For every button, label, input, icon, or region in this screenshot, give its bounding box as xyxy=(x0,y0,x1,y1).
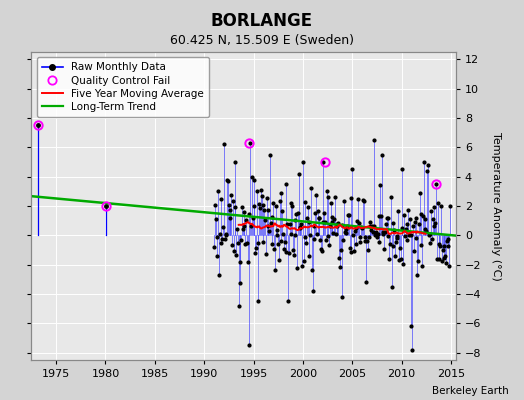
Text: Berkeley Earth: Berkeley Earth xyxy=(432,386,508,396)
Y-axis label: Temperature Anomaly (°C): Temperature Anomaly (°C) xyxy=(491,132,501,280)
Text: 60.425 N, 15.509 E (Sweden): 60.425 N, 15.509 E (Sweden) xyxy=(170,34,354,47)
Text: BORLANGE: BORLANGE xyxy=(211,12,313,30)
Legend: Raw Monthly Data, Quality Control Fail, Five Year Moving Average, Long-Term Tren: Raw Monthly Data, Quality Control Fail, … xyxy=(37,57,209,117)
